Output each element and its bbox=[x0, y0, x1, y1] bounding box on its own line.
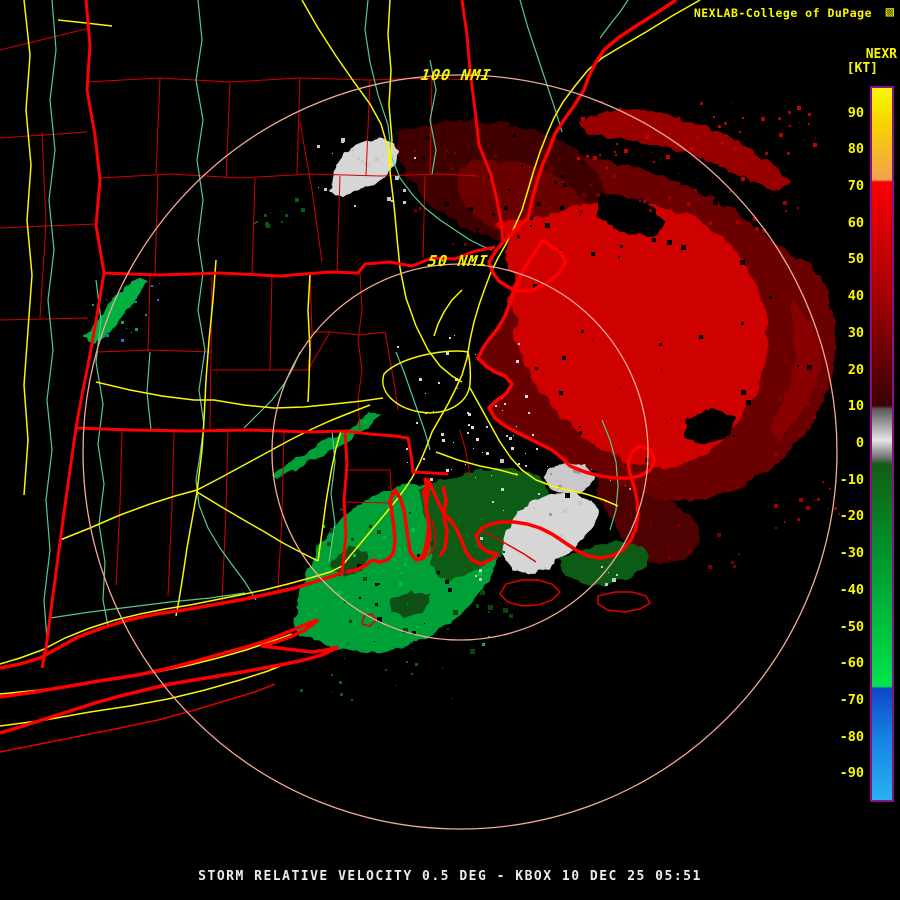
inbound-echo-bright-core bbox=[495, 204, 768, 468]
outbound-echo-dark-ne bbox=[420, 468, 552, 580]
range-rings bbox=[82, 74, 838, 830]
colorbar-tick-20: 20 bbox=[847, 361, 864, 378]
state-borders bbox=[40, 0, 505, 669]
product-code-label: NEXR bbox=[865, 47, 897, 62]
colorbar-tick-50: 50 bbox=[847, 251, 864, 268]
echo-speckles bbox=[92, 101, 840, 701]
colorbar-tick-30: 30 bbox=[847, 324, 864, 341]
site-credit: NEXLAB-College of DuPage bbox=[693, 6, 872, 20]
coastline bbox=[0, 0, 677, 735]
colorbar-tick--40: -40 bbox=[839, 581, 864, 598]
product-caption: STORM RELATIVE VELOCITY 0.5 DEG - KBOX 1… bbox=[198, 869, 702, 884]
colorbar-tick--90: -90 bbox=[839, 765, 864, 782]
colorbar-tick-60: 60 bbox=[847, 214, 864, 231]
colorbar-tick--80: -80 bbox=[839, 728, 864, 745]
colorbar-tick--30: -30 bbox=[839, 545, 864, 562]
colorbar-tick-0: 0 bbox=[855, 435, 864, 451]
colorbar-tick-70: 70 bbox=[847, 178, 864, 195]
credit-logo-icon: ▧ bbox=[885, 4, 894, 20]
colorbar-tick-40: 40 bbox=[847, 288, 864, 305]
colorbar-tick--70: -70 bbox=[839, 691, 864, 708]
outbound-streak-near-radar bbox=[270, 412, 380, 480]
echo-hole-1 bbox=[598, 192, 665, 238]
colorbar-tick-10: 10 bbox=[847, 398, 864, 415]
colorbar-tick-80: 80 bbox=[847, 141, 864, 158]
colorbar-tick--10: -10 bbox=[839, 471, 864, 488]
gray-echo-north bbox=[330, 139, 399, 196]
islands-and-barrier-beaches bbox=[0, 519, 652, 753]
range-ring-label-100nmi: 100 NMI bbox=[419, 66, 493, 84]
colorbar-tick--50: -50 bbox=[839, 618, 864, 635]
velocity-colorbar bbox=[870, 86, 894, 802]
colorbar-tick-90: 90 bbox=[847, 104, 864, 121]
colorbar-tick--60: -60 bbox=[839, 655, 864, 672]
range-ring-label-50nmi: 50 NMI bbox=[426, 252, 490, 270]
range-ring-50nmi bbox=[271, 263, 649, 641]
outbound-echo-dark-patch-2 bbox=[390, 590, 430, 618]
inbound-echo-se-band bbox=[768, 300, 822, 440]
velocity-echoes bbox=[84, 108, 836, 653]
inbound-echo-south-lobe bbox=[596, 474, 700, 564]
echo-hole-2 bbox=[685, 408, 735, 445]
range-ring-100nmi bbox=[82, 74, 838, 830]
colorbar-tick--20: -20 bbox=[839, 508, 864, 525]
county-boundaries bbox=[0, 27, 479, 603]
product-units-label: [KT] bbox=[846, 61, 878, 76]
